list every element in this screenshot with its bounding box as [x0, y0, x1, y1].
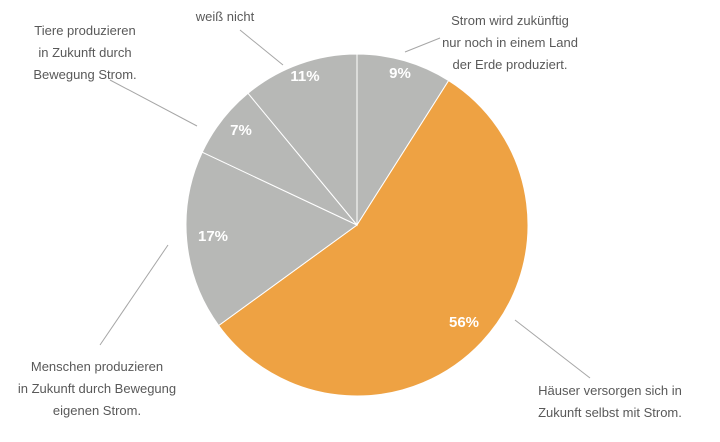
- category-label: Häuser versorgen sich in Zukunft selbst m…: [538, 383, 682, 420]
- category-label-line: eigenen Strom.: [53, 403, 141, 418]
- category-label-line: Bewegung Strom.: [33, 67, 136, 82]
- category-label-line: in Zukunft durch Bewegung: [18, 381, 176, 396]
- leader-line: [404, 37, 441, 53]
- category-label: Strom wird zukünftig nur noch in einem La…: [442, 13, 578, 72]
- leader-line: [109, 79, 198, 127]
- value-label: 9%: [389, 65, 411, 82]
- leader-line: [99, 244, 169, 346]
- category-label-line: Zukunft selbst mit Strom.: [538, 405, 682, 420]
- category-label: weiß nicht: [195, 9, 255, 24]
- category-label-line: nur noch in einem Land: [442, 35, 578, 50]
- category-label-line: Häuser versorgen sich in: [538, 383, 682, 398]
- category-label-line: in Zukunft durch: [38, 45, 131, 60]
- pie-slice: [247, 53, 358, 227]
- category-label: Menschen produzieren in Zukunft durch Bew…: [18, 359, 176, 418]
- value-label: 56%: [449, 314, 479, 331]
- pie-slice: [185, 151, 358, 327]
- category-label-line: Menschen produzieren: [31, 359, 163, 374]
- pie-slice: [217, 79, 529, 397]
- category-label-line: Tiere produzieren: [34, 23, 135, 38]
- leader-line: [514, 319, 591, 379]
- value-label: 7%: [230, 122, 252, 139]
- category-label: Tiere produzieren in Zukunft durch Bewegun…: [33, 23, 136, 82]
- pie-slice: [356, 53, 450, 227]
- category-label-line: Strom wird zukünftig: [451, 13, 569, 28]
- category-label-line: der Erde produziert.: [453, 57, 568, 72]
- value-label: 17%: [198, 228, 228, 245]
- leader-line: [239, 29, 284, 66]
- value-label: 11%: [290, 68, 319, 85]
- category-label-line: weiß nicht: [195, 9, 255, 24]
